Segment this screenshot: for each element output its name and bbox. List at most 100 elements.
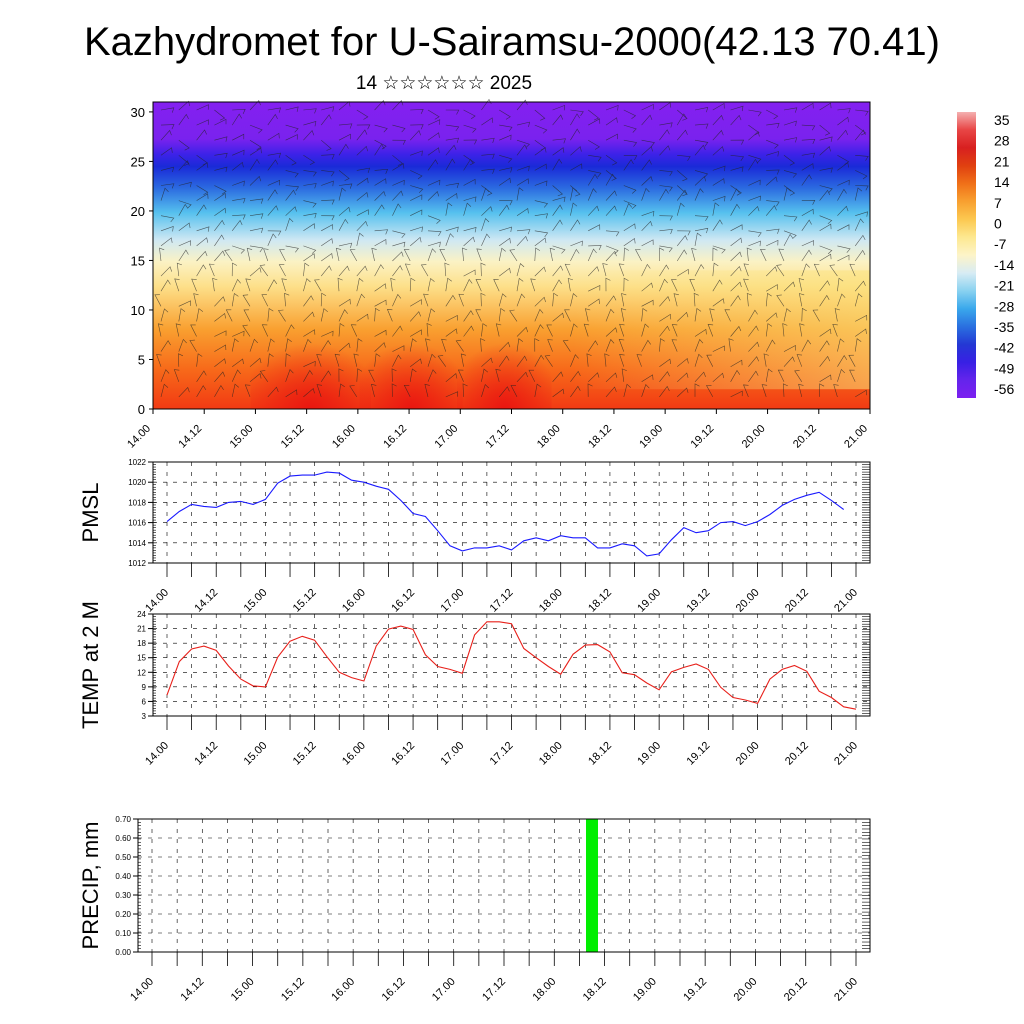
- colorbar-label: 21: [994, 153, 1010, 169]
- x-tick-label: 18.12: [581, 976, 609, 1004]
- x-tick-label: 21.00: [832, 587, 860, 615]
- temp-line: [166, 621, 857, 710]
- x-tick-label: 16.00: [329, 976, 357, 1004]
- colorbar-label: -21: [994, 278, 1014, 294]
- x-tick-label: 18.12: [586, 740, 614, 768]
- y-tick-label: 1020: [128, 478, 146, 487]
- y-tick-label: 0.30: [115, 891, 131, 900]
- x-tick-label: 19.12: [685, 740, 713, 768]
- y-tick-label: 1016: [128, 519, 146, 528]
- x-tick-label: 15.12: [279, 976, 307, 1004]
- x-tick-label: 16.12: [389, 740, 417, 768]
- x-tick-label: 15.00: [228, 423, 256, 451]
- y-tick-label: 12: [137, 668, 146, 677]
- x-tick-label: 20.12: [783, 587, 811, 615]
- x-tick-label: 20.12: [783, 740, 811, 768]
- y-tick-label: 3: [142, 712, 147, 721]
- x-tick-label: 19.00: [631, 976, 659, 1004]
- x-tick-label: 20.00: [732, 976, 760, 1004]
- x-tick-label: 15.00: [242, 587, 270, 615]
- grid: [153, 613, 870, 717]
- colorbar-label: -28: [994, 298, 1014, 314]
- x-tick-label: 15.12: [279, 423, 307, 451]
- x-tick-label: 16.00: [330, 423, 358, 451]
- pmsl-line: [166, 471, 845, 557]
- x-tick-label: 20.00: [740, 423, 768, 451]
- colorbar-label: -42: [994, 340, 1014, 356]
- y-tick-label: 18: [137, 639, 146, 648]
- y-tick-label: 30: [131, 105, 145, 120]
- y-tick-label: 0.60: [115, 834, 131, 843]
- x-tick-label: 17.00: [430, 976, 458, 1004]
- y-tick-label: 1012: [128, 559, 146, 568]
- x-tick-label: 18.00: [537, 740, 565, 768]
- x-tick-label: 18.00: [530, 976, 558, 1004]
- chart-subtitle: 14 ☆☆☆☆☆☆ 2025: [355, 73, 533, 94]
- colorbar-label: 14: [994, 174, 1010, 190]
- x-tick-label: 16.12: [380, 976, 408, 1004]
- x-tick-label: 18.12: [586, 587, 614, 615]
- x-tick-label: 20.00: [734, 587, 762, 615]
- y-tick-label: 1018: [128, 498, 146, 507]
- x-tick-label: 19.12: [689, 423, 717, 451]
- x-tick-label: 19.12: [681, 976, 709, 1004]
- colorbar-label: 28: [994, 133, 1010, 149]
- x-tick-label: 14.00: [143, 740, 171, 768]
- precip-axis-label: PRECIP, mm: [78, 822, 103, 950]
- grid: [138, 818, 870, 953]
- x-tick-label: 17.12: [488, 740, 516, 768]
- x-tick-label: 18.00: [535, 423, 563, 451]
- x-tick-label: 18.00: [537, 587, 565, 615]
- colorbar-label: -35: [994, 319, 1014, 335]
- x-tick-label: 17.00: [432, 423, 460, 451]
- x-tick-label: 21.00: [832, 740, 860, 768]
- x-tick-label: 20.12: [782, 976, 810, 1004]
- grid: [153, 461, 870, 564]
- y-tick-label: 24: [137, 610, 146, 619]
- y-tick-label: 6: [142, 697, 147, 706]
- x-tick-label: 17.12: [480, 976, 508, 1004]
- x-tick-label: 19.00: [637, 423, 665, 451]
- x-tick-label: 14.12: [176, 423, 204, 451]
- x-tick-label: 19.12: [685, 587, 713, 615]
- precip-bar: [586, 819, 598, 952]
- x-tick-label: 15.12: [291, 740, 319, 768]
- x-tick-label: 21.00: [842, 423, 870, 451]
- x-tick-label: 21.00: [832, 976, 860, 1004]
- x-tick-label: 16.12: [389, 587, 417, 615]
- wind-barbs: [154, 98, 869, 398]
- y-tick-label: 10: [131, 303, 145, 318]
- colorbar-label: -14: [994, 257, 1014, 273]
- x-tick-label: 18.12: [586, 423, 614, 451]
- y-tick-label: 9: [142, 683, 147, 692]
- colorbar-label: -7: [994, 236, 1007, 252]
- y-tick-label: 0: [138, 402, 145, 417]
- x-tick-label: 15.00: [229, 976, 257, 1004]
- y-tick-label: 1014: [128, 539, 146, 548]
- x-tick-label: 17.00: [438, 587, 466, 615]
- x-tick-label: 16.00: [340, 587, 368, 615]
- y-tick-label: 0.10: [115, 929, 131, 938]
- y-tick-label: 21: [137, 625, 146, 634]
- y-tick-label: 15: [137, 654, 146, 663]
- x-tick-label: 14.00: [128, 976, 156, 1004]
- x-tick-label: 20.00: [734, 740, 762, 768]
- x-tick-label: 16.00: [340, 740, 368, 768]
- colorbar-label: -56: [994, 381, 1014, 397]
- y-tick-label: 0.70: [115, 815, 131, 824]
- y-tick-label: 20: [131, 204, 145, 219]
- x-tick-label: 15.00: [242, 740, 270, 768]
- colorbar-label: 35: [994, 112, 1010, 128]
- y-tick-label: 15: [131, 253, 145, 268]
- x-tick-label: 15.12: [291, 587, 319, 615]
- x-tick-label: 20.12: [791, 423, 819, 451]
- x-tick-label: 17.12: [484, 423, 512, 451]
- x-tick-label: 14.12: [192, 587, 220, 615]
- x-tick-label: 14.12: [178, 976, 206, 1004]
- y-tick-label: 0.00: [115, 948, 131, 957]
- x-tick-label: 17.12: [488, 587, 516, 615]
- colorbar-label: -49: [994, 360, 1014, 376]
- x-tick-label: 19.00: [635, 740, 663, 768]
- pmsl-axis-label: PMSL: [78, 483, 103, 543]
